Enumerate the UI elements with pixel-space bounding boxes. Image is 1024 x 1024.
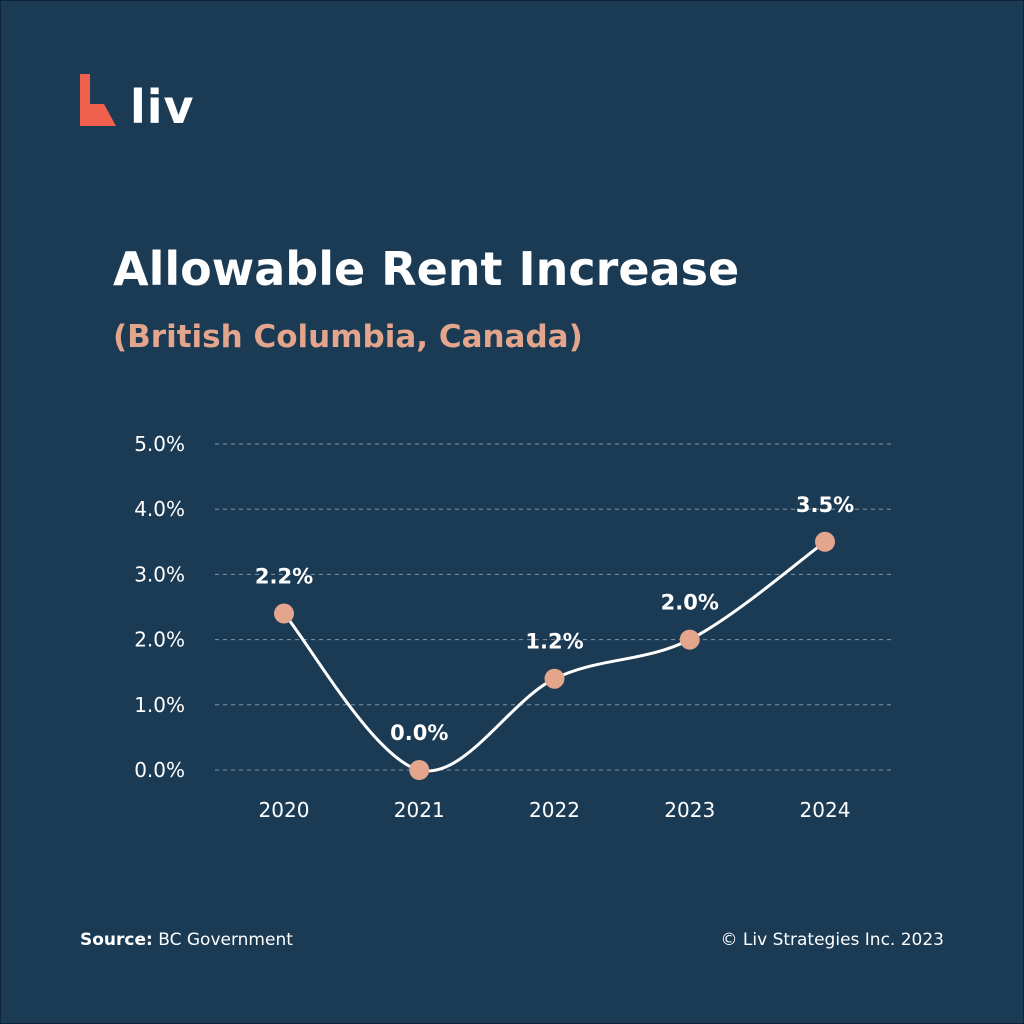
- x-tick-label: 2024: [800, 798, 851, 822]
- x-tick-label: 2021: [394, 798, 445, 822]
- data-point: [409, 760, 430, 780]
- x-tick-label: 2023: [664, 798, 715, 822]
- data-label: 1.2%: [525, 630, 583, 654]
- source-label: Source:: [80, 930, 153, 950]
- series-line: [282, 540, 826, 773]
- y-tick-label: 4.0%: [134, 497, 185, 521]
- data-label: 2.2%: [255, 565, 313, 589]
- data-point: [679, 629, 700, 650]
- copyright-note: © Liv Strategies Inc. 2023: [720, 930, 945, 950]
- data-point: [274, 603, 294, 624]
- chart-subtitle: (British Columbia, Canada): [113, 319, 583, 355]
- y-tick-label: 1.0%: [134, 693, 185, 717]
- x-tick-label: 2022: [529, 798, 580, 822]
- data-label: 0.0%: [390, 721, 448, 745]
- y-tick-label: 0.0%: [134, 758, 185, 782]
- data-point: [815, 531, 835, 552]
- brand-name: liv: [130, 80, 195, 134]
- liv-logo-icon: [80, 74, 116, 126]
- x-tick-label: 2020: [259, 798, 310, 822]
- source-note: Source: BC Government: [80, 930, 293, 950]
- y-tick-label: 2.0%: [134, 628, 185, 652]
- y-tick-label: 5.0%: [134, 432, 185, 456]
- source-value: BC Government: [158, 930, 293, 950]
- data-label: 3.5%: [796, 493, 854, 517]
- data-point: [544, 668, 565, 689]
- y-tick-label: 3.0%: [134, 562, 185, 586]
- chart-title: Allowable Rent Increase: [113, 242, 740, 296]
- data-label: 2.0%: [661, 591, 719, 615]
- brand-logo: liv: [80, 74, 195, 130]
